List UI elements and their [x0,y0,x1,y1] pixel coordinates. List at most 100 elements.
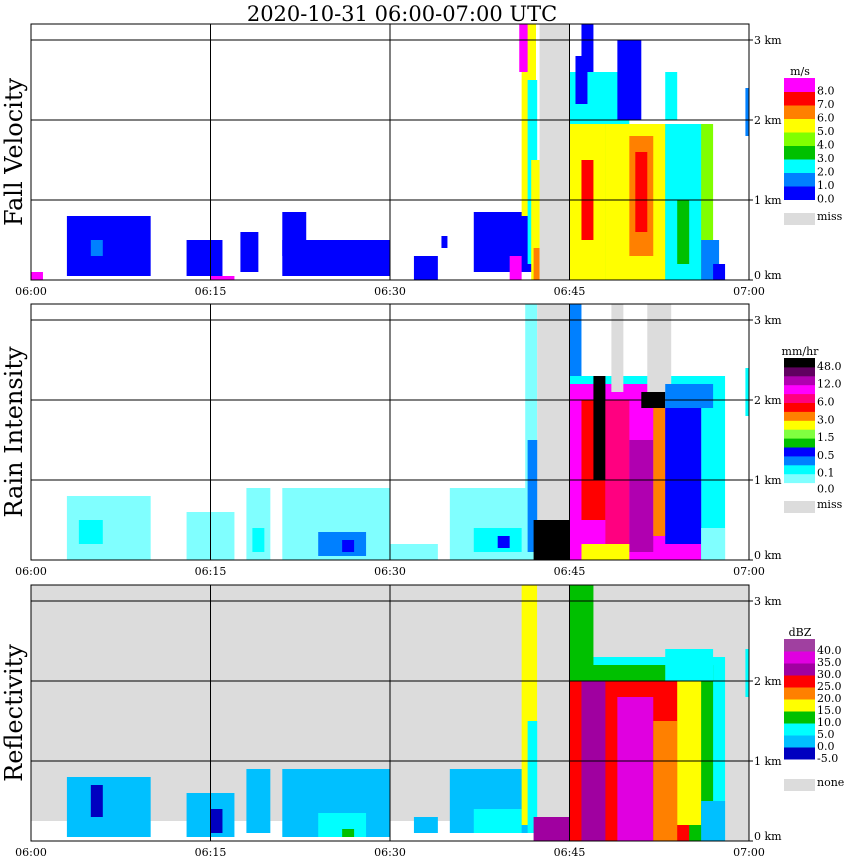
x-tick-label: 06:30 [374,846,406,859]
y-tick-label: 3 km [754,595,782,608]
panel-fall-velocity: 0 km 1 km 2 km 3 km 06:00 06:15 06:30 06:45 07:0… [0,23,843,298]
legend-swatch [784,375,815,386]
y-axis-label: Rain Intensity [0,346,28,518]
legend-swatch [784,723,815,736]
legend-missing-swatch [784,779,815,791]
color-legend: dBZ -5.00.05.010.015.020.025.030.035.040.… [784,626,844,791]
echo-cell [569,304,582,376]
legend-label: 0.0 [817,193,835,206]
echo-cell [533,520,570,560]
legend-label: 30.0 [817,668,842,681]
panel-reflectivity: 0 km 1 km 2 km 3 km 06:00 06:15 06:30 06:45 07:0… [0,584,844,859]
legend-swatch [784,687,815,700]
legend-swatch [784,735,815,748]
x-tick-label: 07:00 [733,285,765,298]
echo-cell [246,769,271,833]
echo-cell [413,817,438,833]
echo-cell [252,528,265,552]
legend-swatch [784,447,815,457]
x-tick-label: 06:45 [554,565,586,578]
echo-cell [593,376,606,480]
echo-cell [66,777,151,837]
echo-cell [635,152,648,232]
x-tick-label: 06:15 [195,565,227,578]
echo-cell [537,304,570,520]
legend-swatch [784,384,815,395]
echo-cell [665,384,714,408]
legend-swatch [784,747,815,760]
echo-cell [210,809,223,833]
legend-missing-label: none [817,776,844,789]
legend-label: 10.0 [817,716,842,729]
legend-swatch [784,172,815,187]
legend-label: 25.0 [817,680,842,693]
y-axis-label: Fall Velocity [0,78,28,227]
echo-cell [66,216,151,276]
echo-cell [533,817,570,841]
y-tick-label: 0 km [754,830,782,843]
legend-swatch [784,105,815,119]
legend-swatch [784,651,815,664]
echo-cell [713,264,726,280]
echo-cell [617,40,642,120]
legend-swatch [784,438,815,448]
legend-label: 7.0 [817,98,835,111]
echo-cell [629,440,654,552]
echo-cell [441,236,448,248]
legend-label: 4.0 [817,139,835,152]
x-tick-label: 06:45 [554,846,586,859]
y-tick-label: 0 km [754,269,782,282]
legend-swatch [784,473,815,484]
echo-cell [569,585,594,665]
echo-cell [653,721,678,841]
legend-swatch [784,402,815,412]
y-tick-label: 2 km [754,675,782,688]
x-tick-label: 06:30 [374,565,406,578]
echo-cell [677,200,690,264]
legend-swatch [784,366,815,377]
legend-swatch [784,411,815,421]
x-tick-label: 07:00 [733,565,765,578]
echo-cell [519,24,528,72]
echo-cell [677,681,702,825]
echo-cell [240,232,259,272]
panel-rain-intensity: 0 km 1 km 2 km 3 km 06:00 06:15 06:30 06:45 07:0… [0,303,843,578]
y-tick-label: 1 km [754,755,782,768]
legend-swatch [784,145,815,160]
echo-cell [611,304,624,392]
legend-missing-swatch [784,213,815,225]
plot-frame [30,303,750,561]
legend-label: 8.0 [817,85,835,98]
echo-cell [497,536,510,548]
legend-label: 6.0 [817,396,835,409]
legend-swatch [784,132,815,146]
echo-cell [527,721,540,833]
legend-swatch [784,91,815,106]
echo-cell [531,160,541,280]
legend-swatch [784,699,815,712]
y-tick-label: 1 km [754,194,782,207]
echo-cell [342,829,355,837]
echo-cell [665,72,678,120]
chart-title: 2020-10-31 06:00-07:00 UTC [247,2,557,26]
legend-label: 3.0 [817,152,835,165]
legend-label: -5.0 [817,752,838,765]
legend-swatch [784,78,815,92]
legend-swatch [784,358,815,368]
echo-cell [701,528,726,560]
plot-frame [30,23,750,281]
echo-cell [605,400,630,544]
echo-cell [78,520,103,544]
echo-cell [617,697,654,841]
x-tick-label: 06:00 [15,846,47,859]
echo-cell [745,649,749,697]
echo-cell [533,248,540,280]
echo-cell [390,544,438,560]
echo-cell [186,240,223,276]
legend-label: 48.0 [817,360,842,373]
legend-label: 12.0 [817,378,842,391]
legend-label: 35.0 [817,656,842,669]
echo-cell [509,256,522,280]
echo-cell [581,544,630,560]
